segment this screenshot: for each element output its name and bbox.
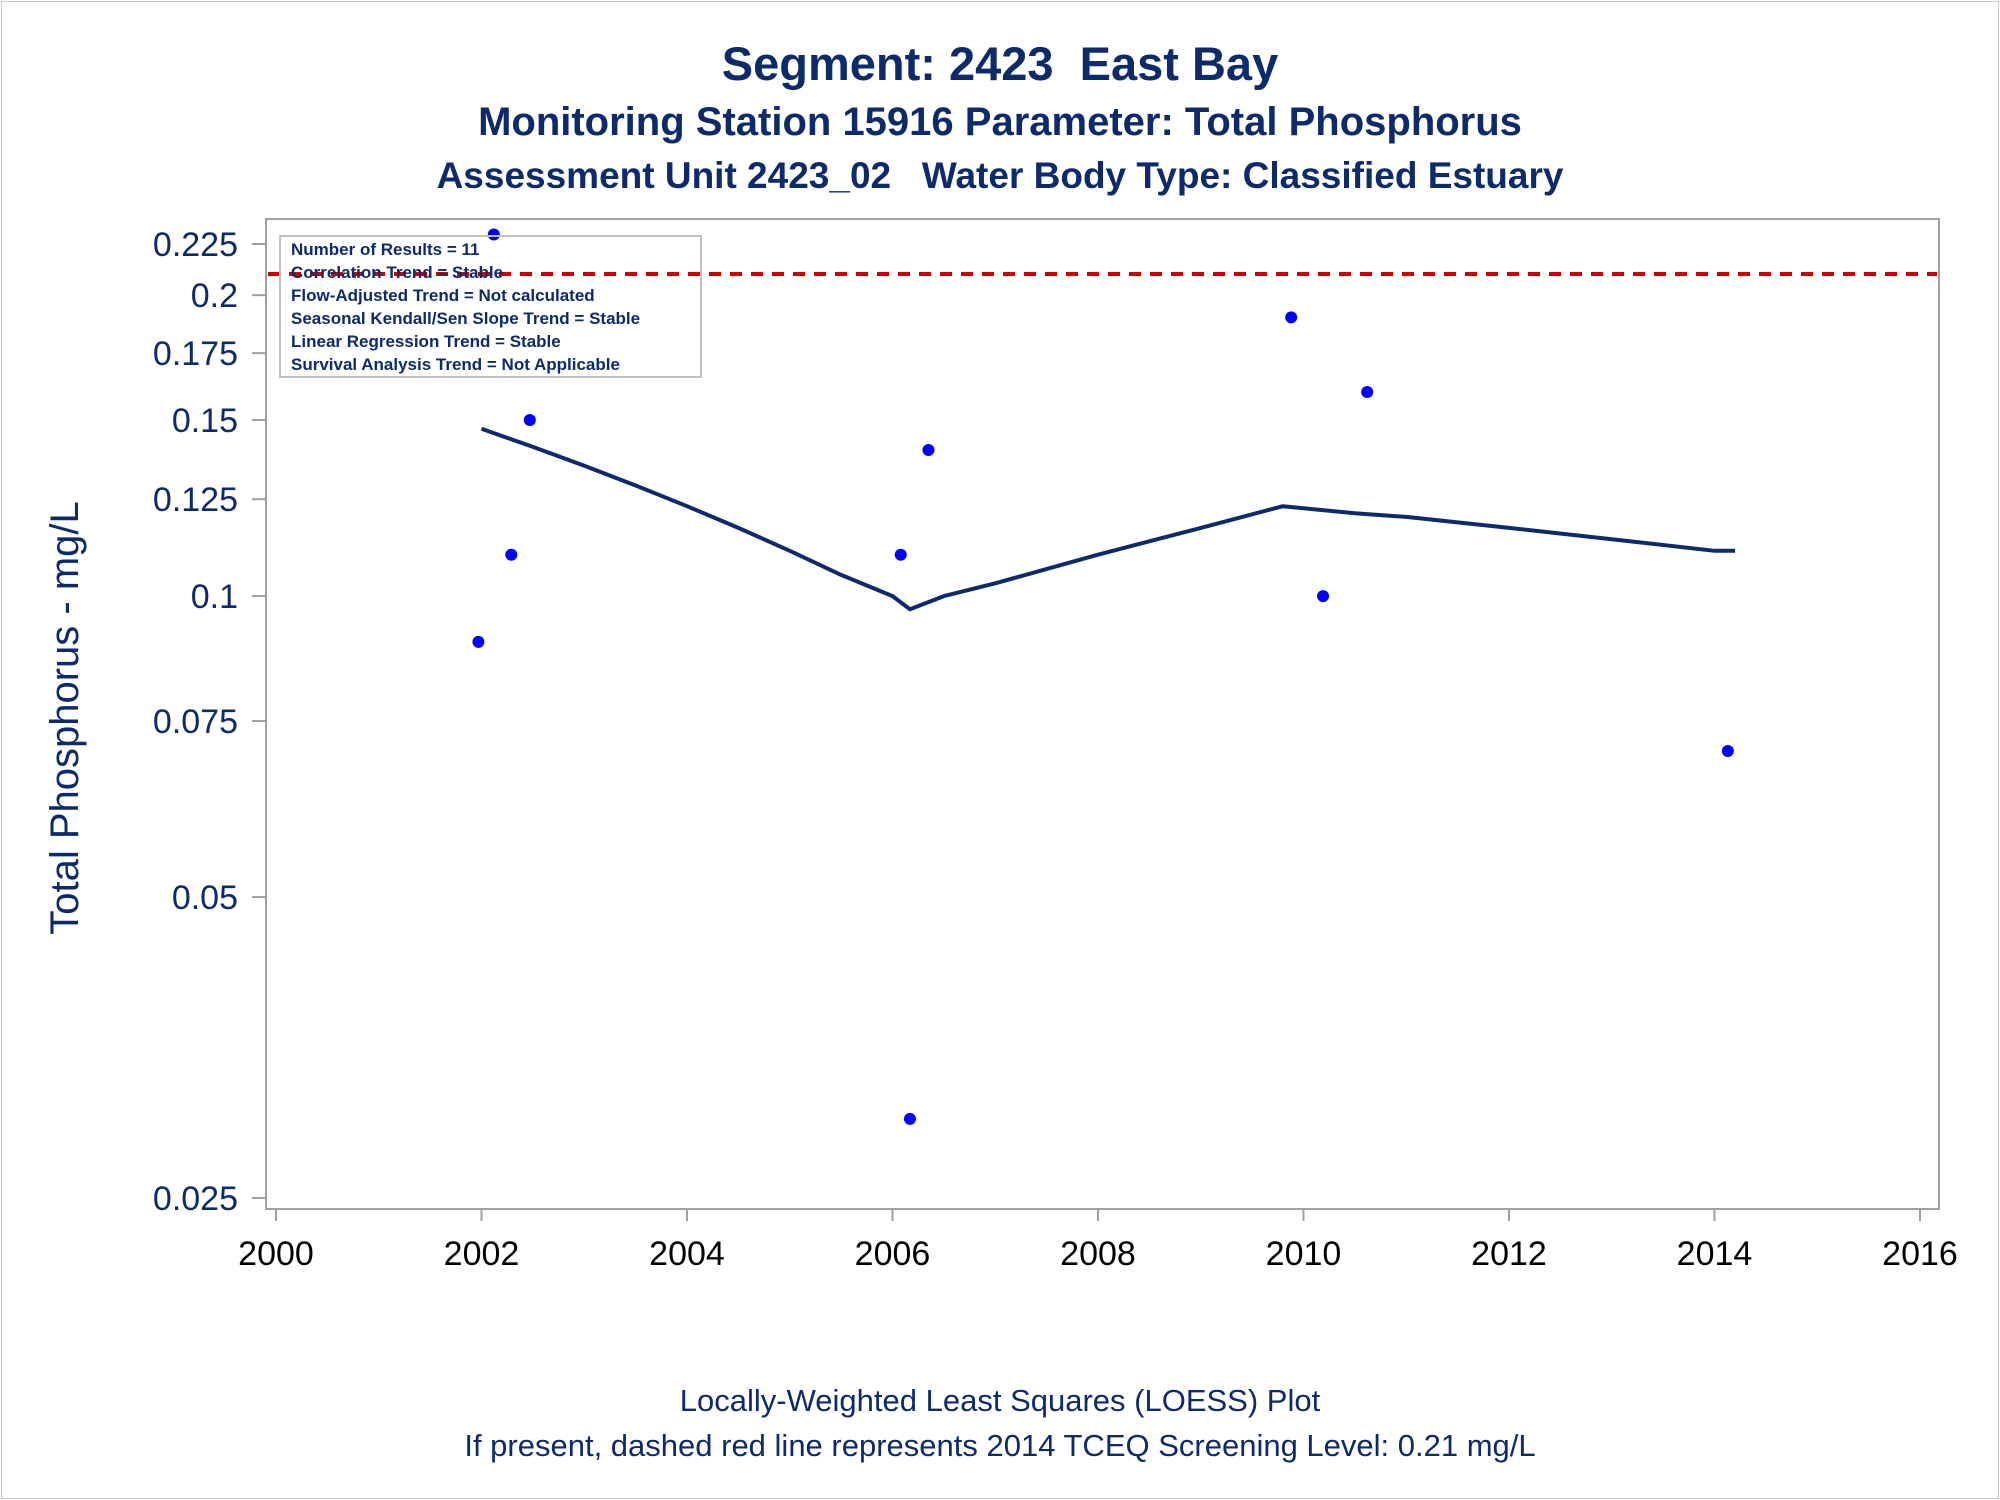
data-point [1317,590,1330,603]
plot-area [265,218,1940,1210]
data-point [903,1112,916,1125]
legend-line: Flow-Adjusted Trend = Not calculated [291,286,595,305]
legend-line: Survival Analysis Trend = Not Applicable [291,355,620,374]
legend-line: Linear Regression Trend = Stable [291,332,561,351]
trend-legend: Number of Results = 11 Correlation Trend … [279,235,702,378]
x-tick-label: 2012 [1471,1235,1547,1273]
x-tick-label: 2008 [1060,1235,1136,1273]
loess-trend-line [480,426,1736,612]
x-tick-label: 2004 [649,1235,725,1273]
data-point [1721,744,1734,757]
y-tick-label: 0.2 [191,277,238,315]
footnote-loess: Locally-Weighted Least Squares (LOESS) P… [679,1383,1321,1418]
y-tick-label: 0.05 [172,879,238,917]
y-axis: 0.025 0.05 0.075 0.1 0.125 0.15 0.175 0.2 0.225 [153,219,267,1218]
data-point [894,548,907,561]
y-axis-label: Total Phosphorus - mg/L [43,501,87,935]
legend-box [279,235,702,378]
y-tick-label: 0.125 [153,481,238,519]
data-point [922,444,935,457]
footnote-screening-level: If present, dashed red line represents 2… [464,1428,1536,1463]
data-point [505,548,518,561]
data-point [472,635,485,648]
x-tick-label: 2002 [444,1235,520,1273]
data-point [487,228,500,241]
chart-title: Segment: 2423 East Bay [721,37,1279,90]
x-tick-label: 2014 [1677,1235,1753,1273]
x-tick-label: 2016 [1882,1235,1958,1273]
y-tick-label: 0.1 [191,578,238,616]
chart-subtitle-assessment: Assessment Unit 2423_02 Water Body Type:… [436,155,1564,196]
y-tick-label: 0.075 [153,703,238,741]
y-tick-label: 0.15 [172,402,238,440]
legend-line: Correlation Trend = Stable [291,263,503,282]
x-tick-label: 2000 [238,1235,314,1273]
x-tick-label: 2006 [855,1235,931,1273]
data-points [472,228,1734,1125]
data-point [523,414,536,427]
y-tick-label: 0.225 [153,226,238,264]
chart-subtitle-station: Monitoring Station 15916 Parameter: Tota… [478,100,1522,144]
x-tick-label: 2010 [1266,1235,1342,1273]
x-axis: 2000 2002 2004 2006 2008 2010 2012 2014 2016 [238,1209,1958,1273]
y-tick-label: 0.175 [153,335,238,373]
y-tick-label: 0.025 [153,1180,238,1218]
legend-line: Seasonal Kendall/Sen Slope Trend = Stabl… [291,309,640,328]
data-point [1361,386,1374,399]
data-point [1285,311,1298,324]
legend-line: Number of Results = 11 [291,240,479,259]
